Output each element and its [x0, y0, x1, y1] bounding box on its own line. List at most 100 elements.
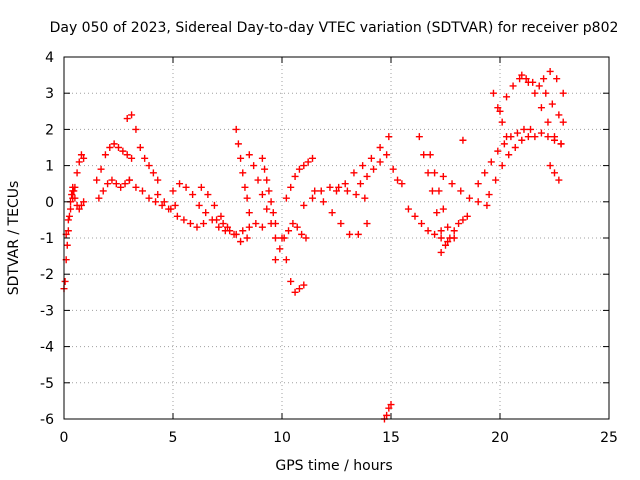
axis-ticks — [63, 56, 610, 420]
data-point — [394, 176, 402, 184]
data-point — [241, 183, 249, 191]
series-trace-f — [123, 111, 162, 184]
data-point — [123, 115, 131, 123]
data-point — [215, 223, 223, 231]
data-point — [424, 169, 432, 177]
series-trace-ad — [474, 125, 535, 188]
data-point — [494, 104, 502, 112]
data-point — [261, 165, 269, 173]
data-point — [385, 404, 393, 412]
data-point — [524, 78, 532, 86]
data-point — [363, 220, 371, 228]
data-point — [64, 227, 72, 235]
data-point — [459, 136, 467, 144]
data-point — [276, 245, 284, 253]
data-point — [542, 89, 550, 97]
data-point — [132, 183, 140, 191]
data-point — [258, 191, 266, 199]
data-point — [99, 187, 107, 195]
series-trace-z — [426, 151, 452, 231]
data-point — [524, 133, 532, 141]
data-point — [341, 180, 349, 188]
data-point — [289, 220, 297, 228]
data-point — [219, 220, 227, 228]
data-point — [404, 205, 412, 213]
series-trace-s — [311, 187, 371, 238]
data-point — [513, 129, 521, 137]
data-point — [298, 230, 306, 238]
data-point — [500, 140, 508, 148]
series-trace-h — [154, 191, 208, 231]
data-point — [418, 220, 426, 228]
series-trace-j — [197, 183, 251, 246]
data-point — [537, 129, 545, 137]
data-point — [67, 205, 75, 213]
data-point — [544, 133, 552, 141]
data-point — [171, 201, 179, 209]
data-point — [136, 144, 144, 151]
data-point — [112, 180, 120, 188]
y-tick-label: 0 — [45, 195, 54, 211]
series-trace-u — [356, 151, 391, 188]
data-point — [152, 198, 160, 206]
data-point — [77, 151, 85, 159]
data-point — [498, 118, 506, 126]
data-point — [444, 238, 452, 246]
y-tick-label: -5 — [40, 376, 54, 392]
data-point — [295, 165, 303, 173]
data-point — [448, 180, 456, 188]
data-point — [265, 187, 273, 195]
x-tick-label: 25 — [600, 430, 618, 446]
series-trace-c — [69, 187, 88, 213]
data-point — [132, 125, 140, 133]
data-point — [503, 93, 511, 101]
data-point — [333, 187, 340, 195]
data-point — [213, 216, 221, 224]
y-tick-label: -4 — [40, 340, 54, 356]
data-point — [287, 183, 295, 191]
data-point — [439, 205, 447, 213]
data-point — [186, 220, 194, 228]
data-point — [232, 230, 240, 238]
data-point — [457, 187, 465, 195]
data-point — [101, 151, 109, 159]
data-point — [202, 209, 210, 217]
data-point — [121, 180, 129, 188]
data-point — [442, 241, 449, 249]
series-trace-ae — [485, 129, 565, 199]
data-point — [243, 194, 251, 202]
data-point — [376, 158, 384, 166]
data-point — [450, 227, 458, 235]
grid — [64, 57, 609, 419]
data-point — [428, 187, 436, 195]
data-point — [278, 234, 286, 242]
data-point — [435, 187, 443, 195]
data-point — [195, 201, 203, 209]
data-point — [252, 220, 260, 228]
data-point — [553, 75, 561, 83]
data-point — [559, 89, 567, 97]
data-point — [546, 162, 554, 170]
y-tick-label: 4 — [45, 50, 54, 66]
data-point — [267, 198, 275, 206]
data-point — [295, 285, 303, 293]
data-point — [326, 183, 334, 191]
y-tick-label: 3 — [45, 86, 54, 102]
data-point — [359, 162, 367, 170]
data-point — [128, 111, 136, 119]
data-point — [293, 223, 301, 231]
series-trace-b — [62, 151, 88, 238]
data-point — [496, 107, 504, 115]
data-point — [234, 140, 242, 148]
data-point — [269, 209, 277, 217]
data-point — [492, 176, 500, 184]
data-point — [304, 158, 312, 166]
data-point — [93, 176, 101, 184]
data-point — [527, 125, 535, 133]
data-point — [75, 158, 83, 166]
data-point — [498, 162, 506, 170]
data-point — [145, 194, 153, 202]
data-point — [551, 169, 558, 177]
data-point — [426, 151, 434, 159]
data-point — [200, 220, 208, 228]
